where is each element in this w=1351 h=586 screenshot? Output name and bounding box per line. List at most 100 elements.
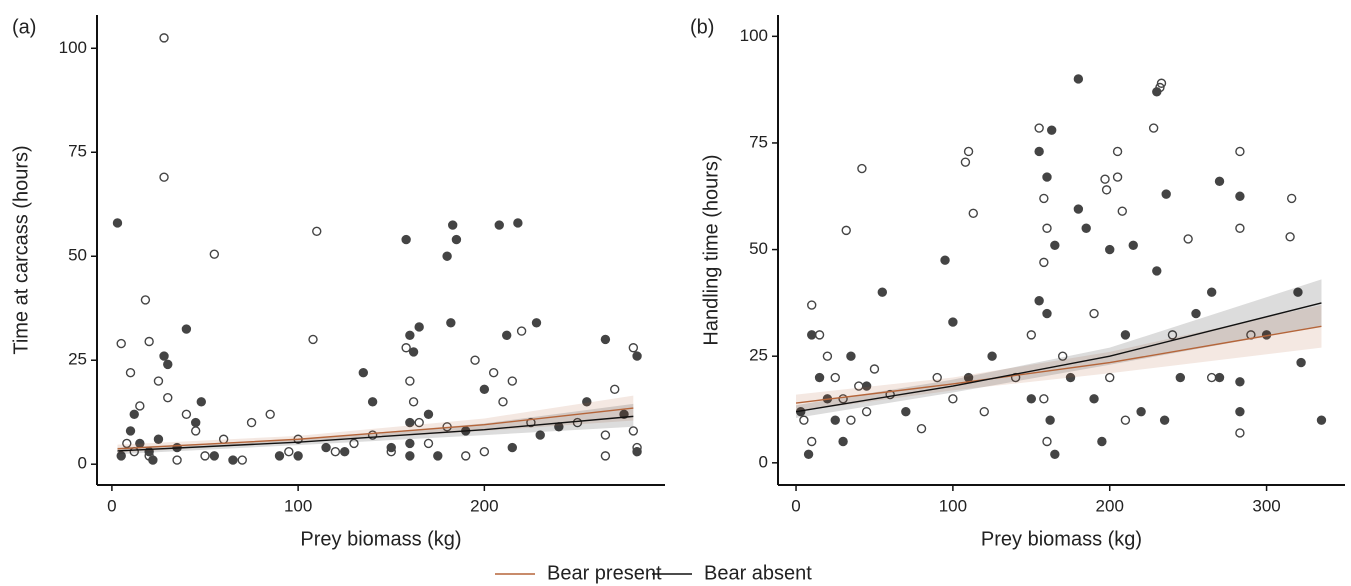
y-tick-label: 100 [740,26,768,45]
point [191,417,201,428]
point [619,409,629,419]
point [401,234,411,245]
point [125,367,136,378]
point [1073,74,1084,84]
point [1050,449,1060,459]
point [987,351,997,361]
y-tick-label: 25 [68,350,87,369]
fit-line [795,325,1322,404]
point [1159,415,1170,425]
point [1065,372,1076,383]
point [163,359,173,370]
point [1039,394,1049,404]
panel-label: (a) [12,16,36,38]
point [358,367,369,378]
point [960,157,971,167]
y-tick-label: 0 [78,454,87,473]
point [1214,372,1225,383]
y-axis-title: Handling time (hours) [700,154,722,345]
point [516,326,527,336]
point [1206,372,1217,383]
point [846,351,856,361]
point [1089,394,1099,404]
point [869,364,880,374]
x-tick-label: 0 [107,496,116,515]
point [163,392,173,403]
point [1235,223,1245,233]
point [1105,244,1115,255]
point [1112,172,1123,182]
point [293,451,303,461]
point [838,436,848,447]
point [414,417,424,428]
point [367,397,378,407]
point [470,355,480,365]
point [1191,308,1201,319]
point [308,334,318,345]
point [807,300,817,310]
point [116,338,126,349]
y-tick-label: 100 [59,38,87,57]
point [535,430,545,440]
point [1101,185,1112,195]
y-tick-label: 75 [749,132,768,151]
point [1235,428,1245,438]
point [1034,296,1044,306]
y-tick-label: 0 [759,452,768,471]
point [159,172,169,182]
point [799,415,809,425]
point [830,372,840,383]
point [1120,330,1131,340]
point [451,234,462,245]
point [274,451,285,461]
point [1136,406,1146,417]
point [349,438,359,449]
point [479,384,490,395]
point [632,447,642,457]
point [1293,287,1303,297]
point [433,451,443,461]
legend-label: Bear absent [704,562,812,584]
point [507,442,517,453]
point [1117,206,1127,216]
point [494,220,504,230]
point [1050,240,1060,251]
point [857,163,867,174]
point [1042,172,1052,182]
point [948,394,958,404]
point [600,430,611,440]
point [507,376,517,386]
point [386,442,396,453]
point [423,438,434,449]
point [265,409,275,419]
point [112,218,123,228]
x-tick-label: 0 [791,496,800,515]
point [401,343,411,353]
point [159,33,169,43]
point [1316,415,1327,425]
point [405,451,415,461]
point [1034,146,1044,157]
point [940,255,950,265]
point [125,426,136,436]
point [1128,240,1138,251]
point [488,367,499,378]
y-tick-label: 50 [68,246,87,265]
panel-label: (b) [690,16,714,38]
point [1235,191,1245,201]
point [148,455,158,465]
point [446,318,456,328]
point [367,430,378,440]
point [330,447,341,457]
legend-label: Bear present [547,562,662,584]
point [841,225,851,236]
point [1105,372,1115,383]
point [1045,415,1055,425]
point [1097,436,1107,447]
point [1183,234,1193,244]
confidence-band [117,395,634,453]
point [1156,78,1167,88]
point [531,318,542,328]
point [1042,223,1052,233]
point [1046,125,1057,135]
